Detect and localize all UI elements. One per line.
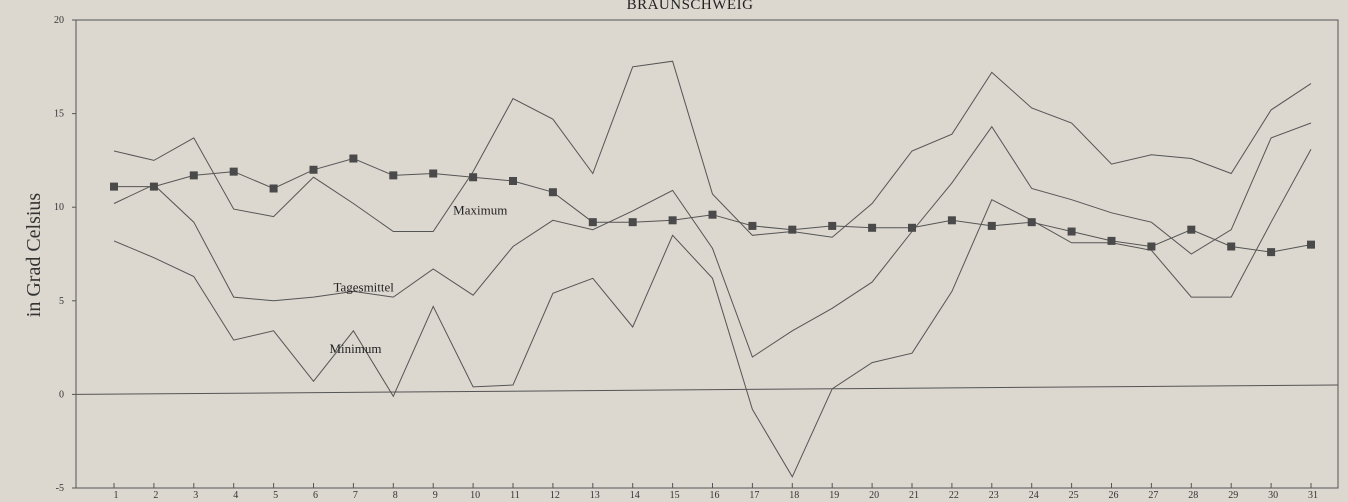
annotation-tagesmittel: Tagesmittel	[333, 279, 394, 294]
x-tick-label-9: 10	[470, 490, 480, 501]
x-tick-label-19: 20	[869, 490, 879, 501]
x-tick-label-17: 18	[789, 490, 799, 501]
x-tick-label-11: 12	[550, 490, 560, 501]
series-line-maximum	[113, 60, 1312, 238]
x-tick-label-21: 22	[949, 490, 959, 501]
data-point-marker-9	[429, 169, 438, 178]
data-point-marker-8	[389, 171, 398, 180]
data-point-marker-31	[1307, 240, 1315, 249]
x-tick-label-30: 31	[1308, 490, 1318, 501]
annotation-minimum: Minimum	[329, 341, 381, 356]
x-tick-label-4: 5	[273, 490, 278, 501]
data-point-marker-5	[269, 184, 278, 193]
data-point-marker-13	[588, 218, 597, 227]
data-point-marker-20	[868, 223, 877, 232]
series-layer	[110, 60, 1315, 478]
x-tick-label-3: 4	[233, 490, 238, 501]
y-ticks: -5 0 5 10 15 20	[54, 15, 76, 494]
data-point-marker-24	[1027, 218, 1036, 227]
data-point-marker-25	[1067, 227, 1076, 236]
x-tick-label-7: 8	[393, 490, 398, 501]
x-tick-label-6: 7	[353, 490, 358, 501]
x-tick-label-28: 29	[1228, 490, 1238, 501]
x-tick-label-8: 9	[433, 490, 438, 501]
data-point-marker-3	[189, 171, 198, 180]
data-point-marker-29	[1227, 242, 1236, 251]
series-line-marker	[114, 157, 1312, 253]
data-point-marker-27	[1147, 242, 1156, 251]
data-point-marker-14	[628, 218, 637, 227]
x-tick-label-24: 25	[1069, 490, 1079, 501]
data-point-marker-10	[469, 173, 478, 182]
x-tick-label-14: 15	[670, 490, 680, 501]
data-point-marker-1	[110, 182, 118, 191]
annotation-layer: Maximum Tagesmittel Minimum	[329, 203, 507, 357]
data-point-marker-11	[509, 176, 517, 185]
data-point-marker-4	[229, 167, 238, 176]
x-tick-label-22: 23	[989, 490, 999, 501]
x-tick-label-1: 2	[153, 490, 158, 501]
reference-line-layer	[75, 384, 1339, 395]
data-point-marker-28	[1187, 225, 1196, 234]
data-point-marker-23	[987, 221, 996, 230]
x-tick-label-15: 16	[710, 490, 720, 501]
data-point-marker-19	[828, 221, 837, 230]
data-point-marker-26	[1107, 236, 1116, 245]
series-line-minimum	[113, 148, 1312, 478]
x-tick-label-29: 30	[1268, 490, 1278, 501]
data-point-marker-21	[908, 223, 916, 232]
x-tick-label-0: 1	[114, 490, 119, 501]
x-tick-label-23: 24	[1029, 490, 1039, 501]
reference-line	[75, 384, 1339, 395]
data-point-marker-7	[349, 154, 358, 163]
x-tick-label-20: 21	[909, 490, 919, 501]
x-tick-label-10: 11	[510, 490, 520, 501]
annotation-maximum: Maximum	[453, 203, 507, 218]
y-tick-label-5: 20	[54, 15, 64, 26]
x-ticks: 1 2 3 4 5 6 7 8 9 10 11 12 13 14 15 16 17 18 19 20 21 22 23 24 2…	[113, 483, 1318, 501]
y-tick-label-2: 5	[59, 296, 64, 307]
y-tick-label-3: 10	[54, 202, 64, 213]
data-point-marker-30	[1267, 248, 1276, 257]
x-tick-label-25: 26	[1109, 490, 1119, 501]
data-point-marker-22	[947, 216, 956, 225]
data-point-marker-12	[548, 188, 557, 197]
x-tick-label-27: 28	[1188, 490, 1198, 501]
y-tick-label-1: 0	[59, 389, 64, 400]
data-point-marker-15	[668, 216, 677, 225]
plot-frame	[75, 19, 1339, 489]
x-tick-label-2: 3	[193, 490, 198, 501]
x-tick-label-5: 6	[313, 490, 318, 501]
x-tick-label-26: 27	[1148, 490, 1158, 501]
x-tick-label-18: 19	[829, 490, 839, 501]
x-tick-label-13: 14	[630, 490, 640, 501]
data-point-marker-16	[708, 210, 717, 219]
x-tick-label-16: 17	[749, 490, 759, 501]
data-point-marker-2	[149, 182, 158, 191]
y-axis-label: in Grad Celsius	[23, 193, 45, 318]
series-line-tagesmittel	[113, 122, 1312, 358]
chart-title: BRAUNSCHWEIG	[627, 0, 754, 13]
data-point-marker-6	[309, 165, 318, 174]
y-tick-label-0: -5	[56, 483, 64, 494]
x-tick-label-12: 13	[590, 490, 600, 501]
y-tick-label-4: 15	[54, 109, 64, 120]
data-point-marker-18	[788, 225, 797, 234]
data-point-marker-17	[748, 221, 757, 230]
